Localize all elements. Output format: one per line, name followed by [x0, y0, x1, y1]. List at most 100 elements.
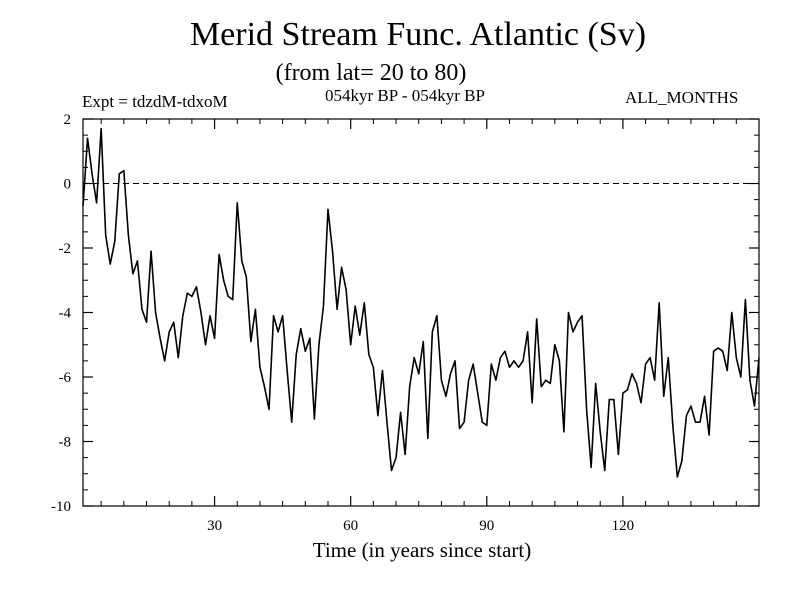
data-point — [205, 344, 207, 346]
data-point — [259, 367, 261, 369]
data-point — [513, 360, 515, 362]
data-point — [109, 263, 111, 265]
data-point — [314, 418, 316, 420]
data-point — [672, 425, 674, 427]
data-point — [191, 296, 193, 298]
data-point — [318, 344, 320, 346]
data-point — [586, 408, 588, 410]
data-point — [427, 437, 429, 439]
data-point — [522, 360, 524, 362]
x-tick-label: 30 — [207, 518, 222, 534]
data-point — [91, 173, 93, 175]
data-point — [128, 234, 130, 236]
data-point — [377, 415, 379, 417]
period-label: 054kyr BP - 054kyr BP — [325, 86, 485, 105]
data-point — [323, 305, 325, 307]
y-tick-label: -6 — [59, 370, 72, 386]
tick-labels: 30 60 90 120 2 0 -2 -4 -6 -8 -10 — [51, 112, 634, 534]
data-point — [255, 308, 257, 310]
data-point — [627, 389, 629, 391]
data-point — [658, 302, 660, 304]
data-point — [141, 308, 143, 310]
data-point — [622, 392, 624, 394]
data-point — [209, 315, 211, 317]
data-point — [540, 386, 542, 388]
x-axis-label: Time (in years since start) — [312, 538, 532, 562]
data-point — [146, 321, 148, 323]
data-point — [613, 399, 615, 401]
data-point — [277, 331, 279, 333]
data-point — [713, 350, 715, 352]
data-point — [608, 399, 610, 401]
data-point — [177, 357, 179, 359]
data-point — [386, 421, 388, 423]
data-point — [445, 396, 447, 398]
data-point — [481, 421, 483, 423]
x-tick-label: 60 — [343, 518, 358, 534]
data-point — [82, 205, 84, 207]
data-point — [477, 392, 479, 394]
data-point — [654, 379, 656, 381]
data-point — [168, 331, 170, 333]
data-point — [531, 402, 533, 404]
data-point — [563, 431, 565, 433]
data-point — [291, 421, 293, 423]
data-point — [382, 370, 384, 372]
data-point — [595, 383, 597, 385]
data-point — [373, 367, 375, 369]
y-tick-label: -2 — [59, 241, 72, 257]
data-point — [300, 328, 302, 330]
data-point — [554, 344, 556, 346]
data-point — [572, 331, 574, 333]
data-point — [164, 360, 166, 362]
data-point — [436, 315, 438, 317]
data-point — [581, 315, 583, 317]
data-point — [699, 421, 701, 423]
data-point — [132, 273, 134, 275]
data-point — [409, 386, 411, 388]
y-tick-label: 0 — [64, 177, 72, 193]
data-point — [599, 431, 601, 433]
data-point — [246, 276, 248, 278]
data-point — [363, 302, 365, 304]
data-point — [432, 331, 434, 333]
data-point — [137, 260, 139, 262]
data-point — [527, 331, 529, 333]
data-point — [504, 350, 506, 352]
data-points — [82, 128, 760, 478]
data-point — [577, 321, 579, 323]
data-point — [273, 315, 275, 317]
data-point — [395, 457, 397, 459]
data-point — [187, 292, 189, 294]
data-point — [150, 250, 152, 252]
data-point — [404, 454, 406, 456]
data-point — [486, 425, 488, 427]
months-label: ALL_MONTHS — [625, 88, 739, 107]
data-point — [518, 367, 520, 369]
data-point — [590, 467, 592, 469]
data-point — [663, 396, 665, 398]
data-point — [758, 357, 760, 359]
data-point — [264, 386, 266, 388]
data-point — [631, 373, 633, 375]
data-point — [649, 357, 651, 359]
data-point — [418, 373, 420, 375]
data-point — [305, 350, 307, 352]
data-point — [282, 315, 284, 317]
data-point — [550, 383, 552, 385]
data-point — [196, 286, 198, 288]
y-tick-label: -8 — [59, 435, 72, 451]
data-point — [182, 315, 184, 317]
data-point — [350, 344, 352, 346]
data-point — [749, 379, 751, 381]
data-point — [241, 260, 243, 262]
data-point — [717, 347, 719, 349]
data-point — [500, 357, 502, 359]
data-point — [640, 402, 642, 404]
data-point — [468, 379, 470, 381]
data-point — [155, 312, 157, 314]
data-point — [413, 357, 415, 359]
major-ticks — [83, 118, 759, 507]
data-point — [422, 341, 424, 343]
data-point — [450, 373, 452, 375]
